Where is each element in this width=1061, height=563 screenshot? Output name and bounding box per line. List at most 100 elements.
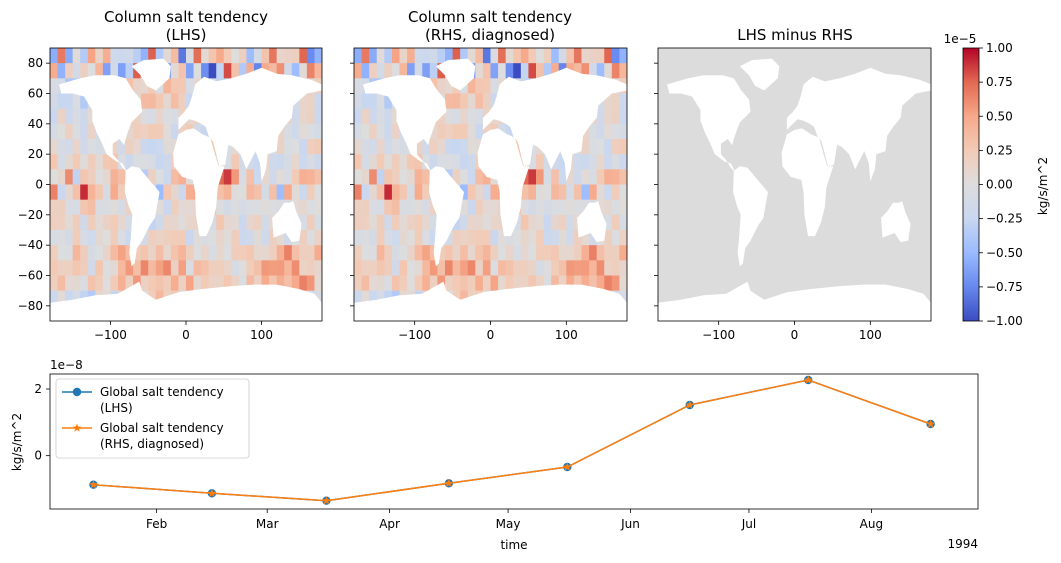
colorbar-gradient bbox=[962, 47, 980, 322]
map-ytick-label: 0 bbox=[35, 178, 43, 192]
ts-xtick-label: Jun bbox=[620, 517, 640, 531]
data-point bbox=[685, 400, 695, 409]
map-ytick-label: 40 bbox=[28, 117, 43, 131]
data-point bbox=[803, 375, 813, 384]
map-ytick-label: 20 bbox=[28, 147, 43, 161]
timeseries-offset-text: 1e−8 bbox=[50, 358, 83, 372]
timeseries-x-ticks: Feb Mar Apr May Jun Jul Aug bbox=[146, 509, 883, 531]
legend-entry-rhs: Global salt tendency (RHS, diagnosed) bbox=[62, 421, 224, 451]
data-point bbox=[444, 478, 454, 488]
map-xtick-label: 0 bbox=[487, 328, 495, 342]
data-point bbox=[207, 488, 217, 498]
map-panel-diff: LHS minus RHS −100 0 100 bbox=[654, 26, 932, 342]
land-antarctica bbox=[50, 281, 322, 321]
map-panel-rhs: Column salt tendency (RHS, diagnosed) −1… bbox=[350, 8, 628, 342]
map-xtick-label: 0 bbox=[182, 328, 190, 342]
land-australia bbox=[577, 201, 607, 243]
colorbar-tick-label: 1.00 bbox=[986, 41, 1013, 55]
land-south-america bbox=[124, 166, 160, 267]
ts-xtick-label: Mar bbox=[256, 517, 279, 531]
ts-ytick-label: 2 bbox=[34, 382, 42, 396]
ts-xtick-label: Apr bbox=[379, 517, 400, 531]
colorbar-offset-text: 1e−5 bbox=[944, 32, 977, 46]
timeseries-year-label: 1994 bbox=[947, 537, 978, 551]
land-mask bbox=[354, 58, 627, 321]
land-north-america bbox=[667, 75, 751, 173]
timeseries-xlabel: time bbox=[500, 538, 527, 552]
timeseries-ylabel: kg/s/m^2 bbox=[10, 413, 24, 471]
land-africa bbox=[173, 128, 225, 237]
land-europe-asia bbox=[482, 67, 627, 182]
map-ticks: −100 0 100 80 60 40 20 0 −20 −40 −60 −80 bbox=[18, 56, 273, 342]
map-ytick-label: −20 bbox=[18, 208, 43, 222]
colorbar-tick-label: 0.75 bbox=[986, 75, 1013, 89]
map-title-lhs-line2: (LHS) bbox=[166, 26, 207, 44]
land-africa bbox=[781, 128, 834, 237]
map-title-rhs-line2: (RHS, diagnosed) bbox=[425, 26, 555, 44]
land-mask bbox=[658, 58, 931, 321]
ts-xtick-label: May bbox=[496, 517, 521, 531]
map-xtick-label: 100 bbox=[250, 328, 273, 342]
colorbar: 1e−5 1.00 0.75 0.50 0.25 0.00 −0.25 −0.50 −0.75… bbox=[944, 32, 1050, 328]
map-title-rhs-line1: Column salt tendency bbox=[408, 8, 572, 26]
colorbar-ticks: 1.00 0.75 0.50 0.25 0.00 −0.25 −0.50 −0.75 −1.00 bbox=[979, 41, 1023, 328]
map-ticks: −100 0 100 bbox=[350, 62, 578, 342]
data-point bbox=[562, 462, 572, 471]
series-rhs bbox=[89, 375, 935, 505]
land-australia bbox=[881, 201, 911, 243]
timeseries-lines bbox=[89, 375, 935, 505]
land-antarctica bbox=[658, 281, 931, 321]
map-ytick-label: −80 bbox=[18, 299, 43, 313]
map-xtick-label: −100 bbox=[94, 328, 127, 342]
colorbar-tick-label: −1.00 bbox=[986, 314, 1023, 328]
series-line bbox=[93, 379, 931, 502]
land-mask bbox=[50, 58, 322, 321]
land-greenland bbox=[131, 58, 171, 91]
data-point bbox=[926, 419, 935, 428]
colorbar-tick-label: 0.25 bbox=[986, 143, 1013, 157]
land-greenland bbox=[739, 58, 780, 91]
data-point bbox=[322, 496, 331, 505]
map-plot-diff: −100 0 100 bbox=[654, 47, 932, 342]
timeseries-y-ticks: 20 bbox=[34, 382, 50, 463]
map-ytick-label: −40 bbox=[18, 238, 43, 252]
map-xtick-label: −100 bbox=[702, 328, 735, 342]
land-north-america bbox=[363, 75, 447, 173]
land-europe-asia bbox=[786, 67, 931, 182]
map-ytick-label: 80 bbox=[28, 56, 43, 70]
land-africa bbox=[477, 128, 530, 237]
map-panel-lhs: Column salt tendency (LHS) −100 0 100 80 60 4… bbox=[18, 8, 323, 342]
legend-box bbox=[55, 378, 250, 459]
ts-xtick-label: Jul bbox=[741, 517, 756, 531]
map-xtick-label: 100 bbox=[555, 328, 578, 342]
map-xtick-label: 0 bbox=[791, 328, 799, 342]
land-north-america bbox=[59, 75, 143, 173]
map-title-lhs-line1: Column salt tendency bbox=[104, 8, 268, 26]
legend-label-rhs-line1: Global salt tendency bbox=[100, 421, 224, 435]
map-ytick-label: −60 bbox=[18, 269, 43, 283]
colorbar-tick-label: −0.75 bbox=[986, 280, 1023, 294]
map-ytick-label: 60 bbox=[28, 87, 43, 101]
legend-label-rhs-line2: (RHS, diagnosed) bbox=[100, 437, 204, 451]
legend-entry-lhs: Global salt tendency (LHS) bbox=[62, 385, 224, 415]
map-ticks: −100 0 100 bbox=[654, 62, 882, 342]
timeseries-panel: 1e−8 Feb Mar Apr May Jun Jul Aug 20 1994 time … bbox=[10, 358, 979, 552]
map-plot-rhs: −100 0 100 bbox=[350, 47, 628, 342]
legend-marker-rhs bbox=[72, 423, 82, 432]
map-title-diff: LHS minus RHS bbox=[737, 26, 853, 44]
colorbar-tick-label: 0.50 bbox=[986, 109, 1013, 123]
legend-marker-lhs bbox=[72, 387, 82, 397]
map-plot-lhs: −100 0 100 80 60 40 20 0 −20 −40 −60 −80 bbox=[18, 47, 323, 342]
legend: Global salt tendency (LHS) Global salt t… bbox=[55, 378, 250, 459]
colorbar-tick-label: −0.50 bbox=[986, 246, 1023, 260]
land-south-america bbox=[429, 166, 464, 267]
colorbar-tick-label: 0.00 bbox=[986, 178, 1013, 192]
land-australia bbox=[272, 201, 302, 243]
ts-ytick-label: 0 bbox=[34, 449, 42, 463]
land-south-america bbox=[733, 166, 768, 267]
land-europe-asia bbox=[178, 67, 322, 182]
legend-label-lhs-line2: (LHS) bbox=[100, 401, 133, 415]
ts-xtick-label: Feb bbox=[146, 517, 167, 531]
map-xtick-label: −100 bbox=[398, 328, 431, 342]
